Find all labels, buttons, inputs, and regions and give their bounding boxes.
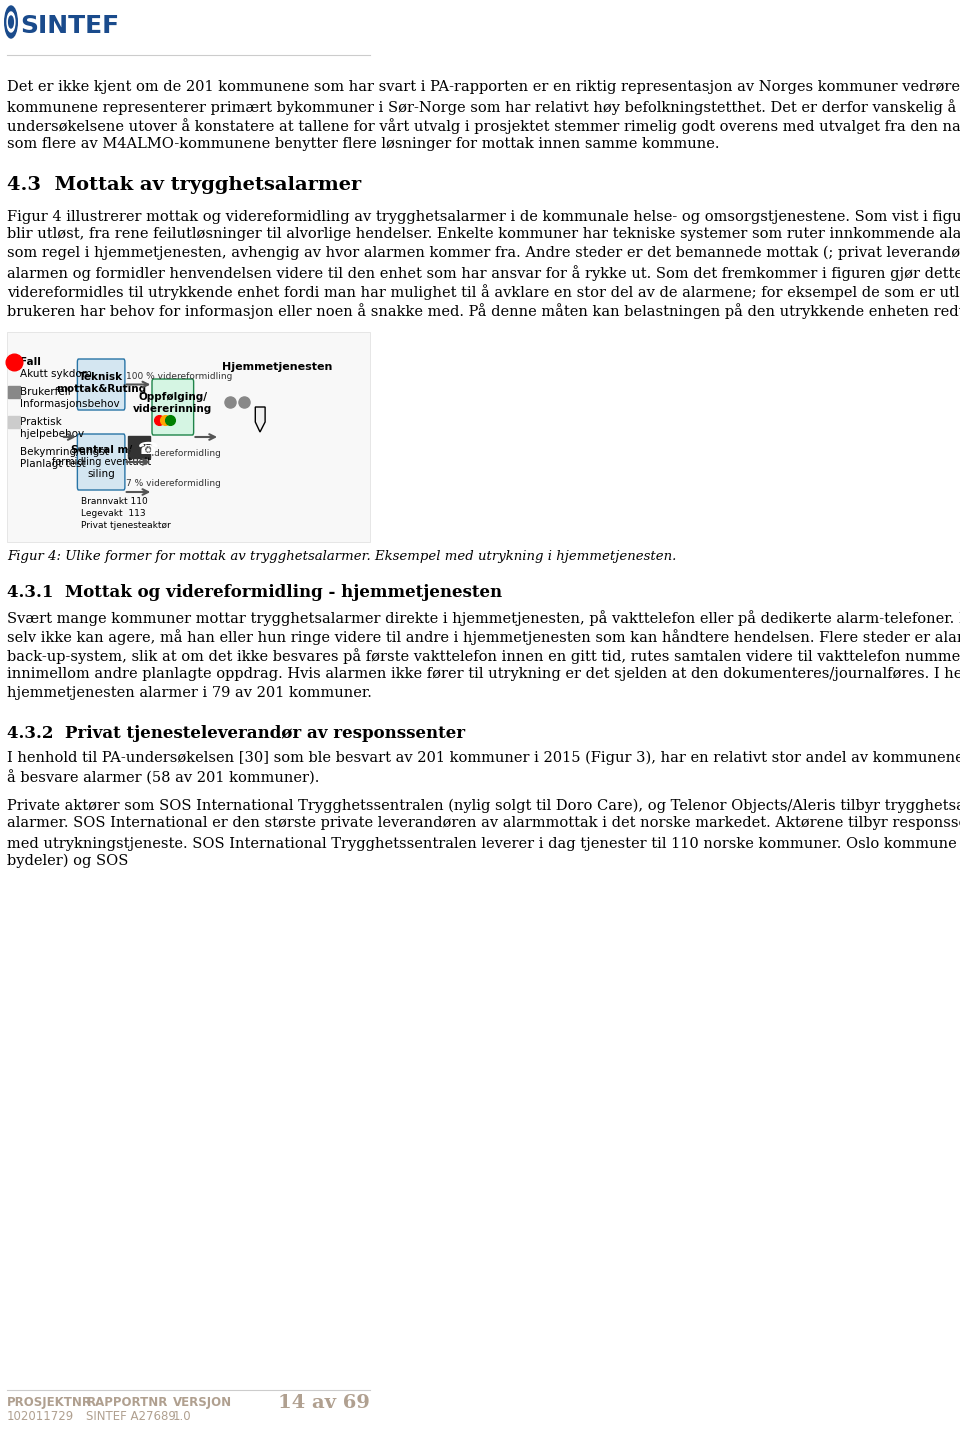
Text: 4.3.1  Mottak og videreformidling - hjemmetjenesten: 4.3.1 Mottak og videreformidling - hjemm… bbox=[7, 583, 502, 601]
Text: Planlagt test: Planlagt test bbox=[19, 458, 85, 469]
Text: Fall: Fall bbox=[19, 356, 40, 367]
Text: Bekymring/angst: Bekymring/angst bbox=[19, 447, 108, 457]
Text: VERSJON: VERSJON bbox=[173, 1395, 232, 1408]
Circle shape bbox=[7, 12, 15, 32]
Text: alarmen og formidler henvendelsen videre til den enhet som har ansvar for å rykk: alarmen og formidler henvendelsen videre… bbox=[7, 265, 960, 281]
Polygon shape bbox=[255, 407, 265, 432]
Text: siling: siling bbox=[87, 469, 115, 479]
Text: Det er ikke kjent om de 201 kommunene som har svart i PA-rapporten er en riktig : Det er ikke kjent om de 201 kommunene so… bbox=[7, 80, 960, 95]
Text: undersøkelsene utover å konstatere at tallene for vårt utvalg i prosjektet stemm: undersøkelsene utover å konstatere at ta… bbox=[7, 118, 960, 134]
Text: bydeler) og SOS: bydeler) og SOS bbox=[7, 854, 129, 869]
Text: 102011729: 102011729 bbox=[7, 1410, 74, 1423]
Text: PROSJEKTNR: PROSJEKTNR bbox=[7, 1395, 92, 1408]
Text: 100 % videreformidling: 100 % videreformidling bbox=[127, 371, 233, 381]
Text: 1.0: 1.0 bbox=[173, 1410, 191, 1423]
Text: back-up-system, slik at om det ikke besvares på første vakttelefon innen en gitt: back-up-system, slik at om det ikke besv… bbox=[7, 647, 960, 663]
FancyBboxPatch shape bbox=[152, 378, 194, 435]
FancyBboxPatch shape bbox=[78, 434, 125, 490]
Text: Figur 4 illustrerer mottak og videreformidling av trygghetsalarmer i de kommunal: Figur 4 illustrerer mottak og videreform… bbox=[7, 208, 960, 224]
Text: som flere av M4ALMO-kommunene benytter flere løsninger for mottak innen samme ko: som flere av M4ALMO-kommunene benytter f… bbox=[7, 137, 720, 151]
Text: formidling eventuelt: formidling eventuelt bbox=[52, 457, 151, 467]
Text: å besvare alarmer (58 av 201 kommuner).: å besvare alarmer (58 av 201 kommuner). bbox=[7, 770, 320, 786]
Circle shape bbox=[5, 6, 17, 38]
Text: med utrykningstjeneste. SOS International Trygghetssentralen leverer i dag tjene: med utrykningstjeneste. SOS Internationa… bbox=[7, 835, 960, 851]
Text: innimellom andre planlagte oppdrag. Hvis alarmen ikke fører til utrykning er det: innimellom andre planlagte oppdrag. Hvis… bbox=[7, 666, 960, 681]
Text: blir utløst, fra rene feilutløsninger til alvorlige hendelser. Enkelte kommuner : blir utløst, fra rene feilutløsninger ti… bbox=[7, 227, 960, 242]
Text: 4.3.2  Privat tjenesteleverandør av responssenter: 4.3.2 Privat tjenesteleverandør av respo… bbox=[7, 725, 466, 742]
Text: Brannvakt 110: Brannvakt 110 bbox=[81, 498, 147, 506]
Text: 14 av 69: 14 av 69 bbox=[278, 1394, 370, 1411]
Text: 7 % videreformidling: 7 % videreformidling bbox=[127, 450, 222, 458]
Text: mottak&Ruting: mottak&Ruting bbox=[56, 384, 146, 394]
Text: Legevakt  113: Legevakt 113 bbox=[81, 509, 145, 518]
FancyBboxPatch shape bbox=[78, 359, 125, 410]
Text: vidererinning: vidererinning bbox=[133, 404, 212, 415]
Text: Sentral m/: Sentral m/ bbox=[71, 445, 132, 455]
Text: ☎: ☎ bbox=[137, 439, 158, 458]
Text: som regel i hjemmetjenesten, avhengig av hvor alarmen kommer fra. Andre steder e: som regel i hjemmetjenesten, avhengig av… bbox=[7, 246, 960, 260]
Text: hjemmetjenesten alarmer i 79 av 201 kommuner.: hjemmetjenesten alarmer i 79 av 201 komm… bbox=[7, 685, 372, 700]
Text: Informasjonsbehov: Informasjonsbehov bbox=[19, 399, 119, 409]
Text: 4.3  Mottak av trygghetsalarmer: 4.3 Mottak av trygghetsalarmer bbox=[7, 176, 361, 194]
Text: Figur 4: Ulike former for mottak av trygghetsalarmer. Eksempel med utrykning i h: Figur 4: Ulike former for mottak av tryg… bbox=[7, 550, 677, 563]
FancyBboxPatch shape bbox=[7, 332, 370, 543]
Text: Svært mange kommuner mottar trygghetsalarmer direkte i hjemmetjenesten, på vaktt: Svært mange kommuner mottar trygghetsala… bbox=[7, 610, 960, 626]
Text: Private aktører som SOS International Trygghetssentralen (nylig solgt til Doro C: Private aktører som SOS International Tr… bbox=[7, 797, 960, 813]
Circle shape bbox=[9, 16, 13, 28]
Text: Akutt sykdom: Akutt sykdom bbox=[19, 370, 91, 378]
Text: Oppfølging/: Oppfølging/ bbox=[138, 391, 207, 402]
Text: hjelpebehov: hjelpebehov bbox=[19, 429, 84, 439]
Text: Teknisk: Teknisk bbox=[79, 372, 123, 383]
Text: Praktisk: Praktisk bbox=[19, 418, 61, 426]
Text: alarmer. SOS International er den største private leverandøren av alarmmottak i : alarmer. SOS International er den størst… bbox=[7, 816, 960, 829]
Text: selv ikke kan agere, må han eller hun ringe videre til andre i hjemmetjenesten s: selv ikke kan agere, må han eller hun ri… bbox=[7, 629, 960, 645]
Text: Brukerfeil: Brukerfeil bbox=[19, 387, 70, 397]
Text: SINTEF A27689: SINTEF A27689 bbox=[86, 1410, 177, 1423]
Text: videreformidles til utrykkende enhet fordi man har mulighet til å avklare en sto: videreformidles til utrykkende enhet for… bbox=[7, 284, 960, 300]
Text: Hjemmetjenesten: Hjemmetjenesten bbox=[222, 362, 332, 372]
Text: RAPPORTNR: RAPPORTNR bbox=[86, 1395, 168, 1408]
Text: I henhold til PA-undersøkelsen [30] som ble besvart av 201 kommuner i 2015 (Figu: I henhold til PA-undersøkelsen [30] som … bbox=[7, 751, 960, 765]
Text: kommunene representerer primært bykommuner i Sør-Norge som har relativt høy befo: kommunene representerer primært bykommun… bbox=[7, 99, 960, 115]
Text: 7 % videreformidling: 7 % videreformidling bbox=[127, 479, 222, 487]
Text: Privat tjenesteaktør: Privat tjenesteaktør bbox=[81, 521, 170, 530]
Text: brukeren har behov for informasjon eller noen å snakke med. På denne måten kan b: brukeren har behov for informasjon eller… bbox=[7, 303, 960, 319]
Text: SINTEF: SINTEF bbox=[20, 15, 120, 38]
